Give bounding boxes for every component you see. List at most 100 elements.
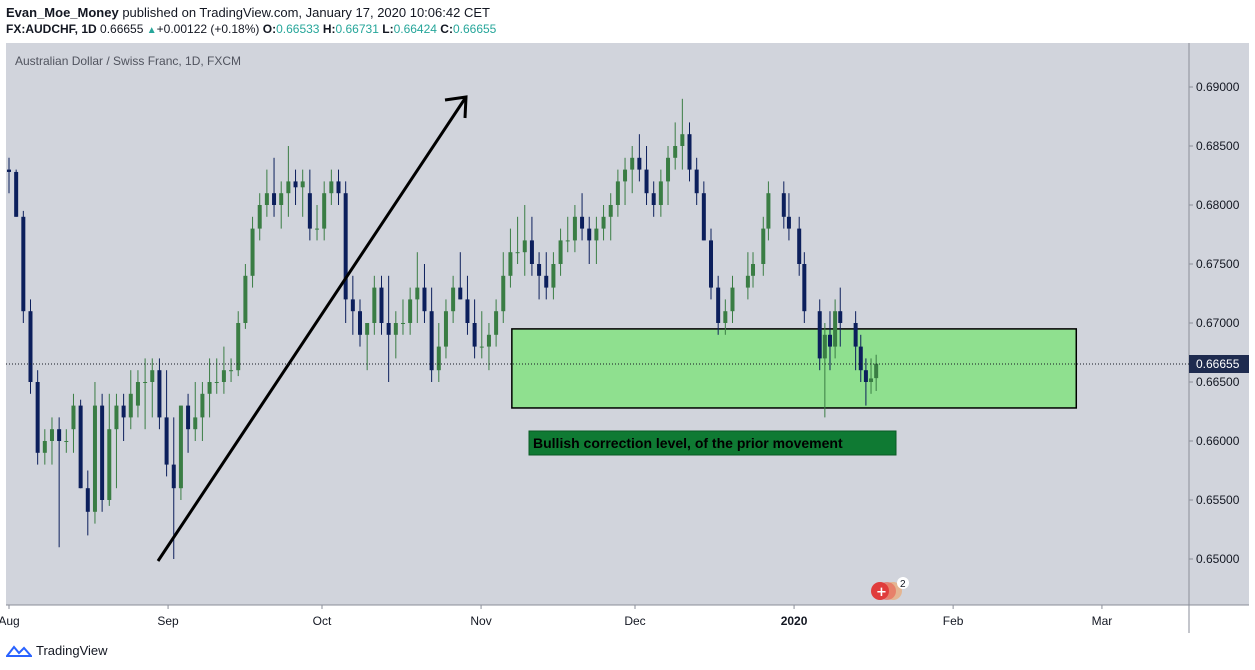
- candle-body-14: [107, 429, 112, 500]
- y-tick-label-4: 0.67000: [1196, 316, 1240, 330]
- candle-body-55: [400, 323, 405, 324]
- candle-body-71: [515, 252, 520, 254]
- candle-body-86: [623, 169, 628, 182]
- candle-body-42: [307, 193, 312, 229]
- candle-body-11: [85, 488, 90, 512]
- y-tick-label-6: 0.68000: [1196, 198, 1240, 212]
- candle-body-76: [551, 264, 556, 288]
- publish-text: published on TradingView.com, January 17…: [122, 5, 490, 20]
- candle-body-36: [264, 193, 269, 205]
- up-triangle-icon: ▲: [146, 25, 157, 36]
- candle-body-43: [315, 228, 320, 230]
- candle-body-119: [874, 363, 879, 379]
- publish-line: Evan_Moe_Money published on TradingView.…: [6, 5, 490, 20]
- low-label: L:: [382, 22, 394, 36]
- candle-body-29: [214, 382, 219, 383]
- candle-body-94: [680, 134, 685, 146]
- x-tick-label-1: Sep: [157, 614, 179, 628]
- candle-body-46: [336, 181, 341, 194]
- candle-body-99: [716, 287, 721, 323]
- y-tick-label-1: 0.65500: [1196, 493, 1240, 507]
- candle-body-112: [827, 334, 832, 347]
- candle-body-89: [644, 169, 649, 194]
- x-tick-label-2: Oct: [313, 614, 332, 628]
- open-label: O:: [262, 22, 277, 36]
- candle-body-7: [57, 429, 62, 441]
- candle-body-50: [365, 323, 370, 335]
- candle-body-104: [761, 228, 766, 264]
- change-value: +0.00122 (+0.18%): [156, 22, 260, 36]
- footer-brand[interactable]: TradingView: [36, 643, 108, 658]
- x-tick-label-0: Aug: [0, 614, 20, 628]
- candle-body-95: [687, 134, 692, 170]
- low-value: 0.66424: [393, 22, 437, 36]
- candle-body-96: [694, 169, 699, 194]
- annotation-box[interactable]: [528, 430, 897, 456]
- candle-body-27: [200, 393, 205, 418]
- y-tick-label-7: 0.68500: [1196, 139, 1240, 153]
- candle-body-109: [802, 264, 807, 312]
- candle-body-115: [853, 323, 858, 347]
- candle-body-39: [286, 181, 291, 194]
- candle-body-15: [114, 405, 119, 430]
- candle-body-111: [822, 334, 827, 359]
- candle-body-75: [544, 275, 549, 288]
- candle-body-114: [838, 311, 843, 323]
- plot-area[interactable]: [6, 43, 1189, 605]
- candle-body-91: [658, 181, 663, 205]
- candle-body-81: [587, 228, 592, 241]
- candle-body-92: [666, 157, 671, 182]
- events-count: 2: [900, 579, 906, 590]
- candle-body-98: [709, 240, 714, 288]
- support-zone[interactable]: [511, 328, 1078, 409]
- candle-body-59: [429, 311, 434, 371]
- y-tick-label-0: 0.65000: [1196, 552, 1240, 566]
- close-label: C:: [440, 22, 453, 36]
- high-value: 0.66731: [335, 22, 379, 36]
- arrow-head-icon: [444, 95, 468, 119]
- candle-body-17: [128, 393, 133, 418]
- tradingview-logo-icon: [6, 644, 32, 657]
- last-price: 0.66655: [100, 22, 144, 36]
- candle-body-45: [329, 181, 334, 194]
- candle-body-69: [501, 275, 506, 312]
- candle-body-110: [817, 311, 822, 359]
- svg-text:+: +: [876, 585, 887, 600]
- candle-body-80: [580, 216, 585, 229]
- candle-body-49: [358, 311, 363, 335]
- y-tick-label-3: 0.66500: [1196, 375, 1240, 389]
- candle-body-0: [7, 169, 11, 172]
- candle-body-85: [615, 181, 620, 205]
- candle-body-88: [637, 157, 642, 170]
- candle-body-4: [35, 382, 40, 453]
- author-name[interactable]: Evan_Moe_Money: [6, 5, 119, 20]
- candle-body-93: [673, 146, 678, 158]
- candle-body-44: [322, 193, 327, 229]
- candle-body-102: [745, 275, 750, 288]
- price-scale[interactable]: [1189, 43, 1249, 605]
- candle-body-18: [135, 382, 140, 406]
- candle-body-74: [537, 264, 542, 276]
- x-tick-label-5: 2020: [781, 614, 808, 628]
- events-icon[interactable]: + 2: [871, 577, 909, 600]
- open-value: 0.66533: [276, 22, 320, 36]
- candle-body-9: [71, 405, 76, 430]
- candle-body-107: [786, 216, 791, 229]
- candle-body-31: [229, 370, 234, 372]
- candle-body-37: [272, 193, 277, 205]
- candle-body-56: [408, 299, 413, 323]
- candle-body-34: [250, 228, 255, 276]
- candle-body-65: [472, 323, 477, 347]
- candle-body-105: [766, 193, 771, 229]
- trend-arrow[interactable]: [156, 95, 468, 562]
- close-value: 0.66655: [452, 22, 497, 36]
- candle-body-10: [78, 405, 83, 489]
- candle-body-116: [858, 346, 863, 371]
- footer: TradingView: [6, 643, 108, 658]
- x-tick-label-6: Feb: [943, 614, 964, 628]
- candle-body-22: [164, 417, 169, 465]
- candle-body-103: [751, 264, 756, 276]
- candle-body-70: [508, 252, 513, 276]
- candle-body-78: [565, 240, 570, 242]
